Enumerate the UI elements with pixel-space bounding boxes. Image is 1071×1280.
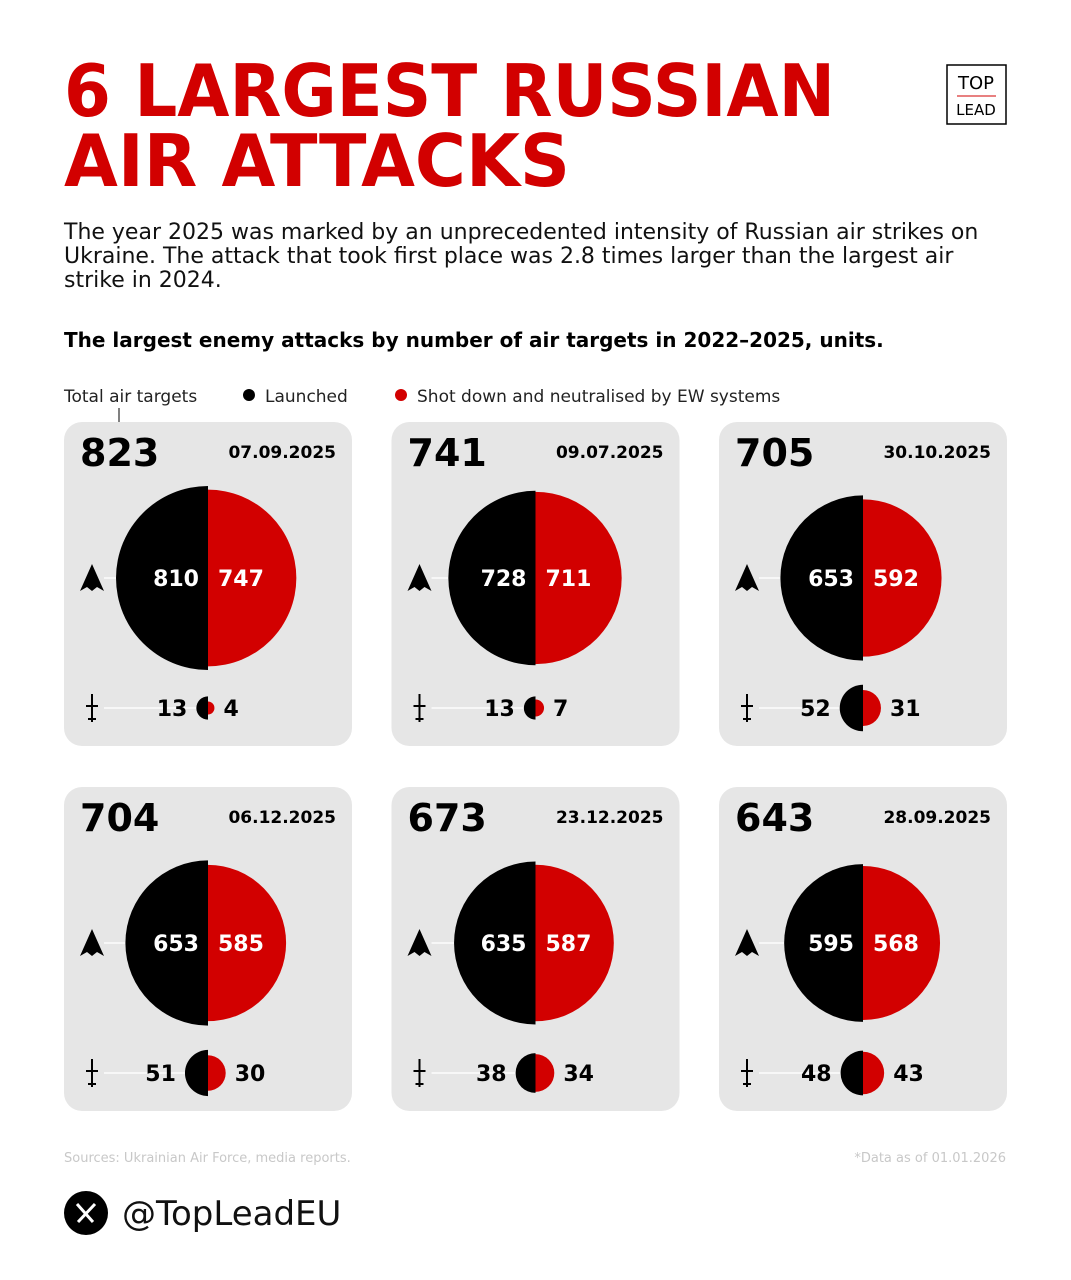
launched-half <box>454 861 536 1025</box>
launched-value: 635 <box>481 932 527 957</box>
shot-half <box>208 489 297 667</box>
launched-value: 48 <box>801 1062 832 1087</box>
launched-half <box>116 486 208 670</box>
shot-value: 711 <box>546 567 592 592</box>
total: 643 <box>735 796 814 840</box>
shot-half <box>863 865 941 1021</box>
shot-value: 587 <box>546 932 592 957</box>
missile-icon <box>413 1059 426 1087</box>
subtitle: The year 2025 was marked by an unprecede… <box>64 220 979 293</box>
x-glyph <box>75 1202 97 1224</box>
note: *Data as of 01.01.2026 <box>854 1151 1006 1166</box>
drone-icon <box>735 564 759 591</box>
total: 741 <box>408 431 487 475</box>
shot-half <box>863 1051 885 1095</box>
shot-value: 7 <box>553 697 568 722</box>
date: 07.09.2025 <box>228 443 336 463</box>
drone-icon <box>80 564 104 591</box>
launched-half <box>523 696 536 720</box>
launched-half <box>839 684 863 732</box>
title-line: AIR ATTACKS <box>64 119 570 203</box>
drone-icon <box>80 929 104 956</box>
launched-value: 51 <box>145 1062 176 1087</box>
sources: Sources: Ukrainian Air Force, media repo… <box>64 1151 351 1166</box>
logo-text: TOP <box>957 73 994 94</box>
drone-icon <box>407 929 432 956</box>
date: 23.12.2025 <box>556 808 664 828</box>
shot-half <box>535 491 622 665</box>
launched-value: 728 <box>481 567 527 592</box>
shot-half <box>535 864 614 1022</box>
shot-half <box>535 1054 555 1092</box>
logo-box <box>946 64 1007 125</box>
shot-value: 585 <box>218 932 264 957</box>
launched-half <box>840 1050 863 1096</box>
shot-half <box>208 701 215 715</box>
shot-half <box>535 699 545 717</box>
legend-dot <box>395 389 407 401</box>
legend-total: Total air targets <box>63 387 197 407</box>
missile-icon <box>741 694 753 722</box>
launched-value: 810 <box>153 567 199 592</box>
logo-text: LEAD <box>956 101 996 119</box>
launched-half <box>184 1049 208 1097</box>
drone-icon <box>735 929 759 956</box>
legend-label: Launched <box>265 387 348 407</box>
shot-half <box>208 864 287 1022</box>
total: 705 <box>735 431 814 475</box>
launched-half <box>780 495 863 661</box>
shot-half <box>863 499 942 657</box>
launched-value: 653 <box>153 932 199 957</box>
missile-icon <box>86 694 98 722</box>
shot-value: 34 <box>563 1062 594 1087</box>
shot-value: 568 <box>873 932 919 957</box>
date: 30.10.2025 <box>883 443 991 463</box>
launched-value: 595 <box>808 932 854 957</box>
date: 28.09.2025 <box>883 808 991 828</box>
missile-icon <box>413 694 426 722</box>
shot-value: 592 <box>873 567 919 592</box>
launched-half <box>196 696 208 720</box>
launched-half <box>125 860 208 1026</box>
launched-value: 653 <box>808 567 854 592</box>
title-line: 6 LARGEST RUSSIAN <box>64 49 835 133</box>
launched-value: 13 <box>157 697 188 722</box>
launched-half <box>515 1053 536 1093</box>
shot-value: 30 <box>235 1062 266 1087</box>
shot-half <box>863 690 881 726</box>
launched-value: 13 <box>484 697 515 722</box>
total: 823 <box>80 431 159 475</box>
shot-value: 4 <box>223 697 238 722</box>
chart-heading: The largest enemy attacks by number of a… <box>64 328 884 352</box>
launched-value: 52 <box>800 697 831 722</box>
date: 06.12.2025 <box>228 808 336 828</box>
shot-half <box>208 1055 226 1091</box>
launched-half <box>784 864 863 1022</box>
date: 09.07.2025 <box>556 443 664 463</box>
total: 673 <box>408 796 487 840</box>
shot-value: 43 <box>893 1062 924 1087</box>
shot-value: 747 <box>218 567 264 592</box>
shot-value: 31 <box>890 697 921 722</box>
legend-label: Shot down and neutralised by EW systems <box>417 387 780 407</box>
legend-dot <box>243 389 255 401</box>
launched-half <box>448 490 536 666</box>
missile-icon <box>86 1059 98 1087</box>
handle: @TopLeadEU <box>122 1194 341 1234</box>
launched-value: 38 <box>476 1062 507 1087</box>
total: 704 <box>80 796 159 840</box>
drone-icon <box>407 564 432 591</box>
missile-icon <box>741 1059 753 1087</box>
